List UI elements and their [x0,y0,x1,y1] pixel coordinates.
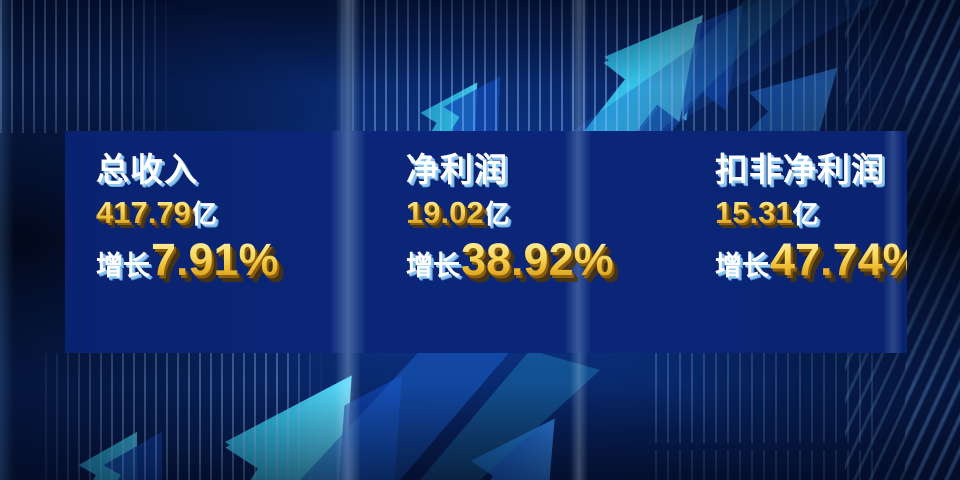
stat-column-non-gaap-net-profit: 扣非净利润 15.31亿 增长 47.74% [696,131,907,353]
panel-light-beam [565,131,591,353]
stat-growth: 增长 38.92% [406,237,696,282]
stat-amount: 15.31亿 [715,197,907,228]
panel-light-beam [330,131,366,353]
stat-growth-label: 增长 [406,251,460,281]
stat-amount: 417.79亿 [96,197,386,228]
stat-title: 扣非净利润 [715,151,885,188]
stat-amount-value: 15.31 [715,195,793,230]
stat-growth: 增长 7.91% [96,237,386,282]
stat-amount: 19.02亿 [406,197,696,228]
stat-growth-percent: 38.92% [461,234,614,285]
stat-growth-percent: 7.91% [151,234,279,285]
panel-light-beam [883,131,903,353]
stat-amount-value: 19.02 [406,195,484,230]
stat-column-net-profit: 净利润 19.02亿 增长 38.92% [386,131,696,353]
stat-amount-unit: 亿 [190,199,217,229]
stat-amount-value: 417.79 [96,195,191,230]
stat-growth-label: 增长 [96,251,150,281]
stat-growth: 增长 47.74% [715,237,907,282]
stat-growth-label: 增长 [715,251,769,281]
stats-panel: 总收入 417.79亿 增长 7.91% 净利润 19.02亿 增长 38.92… [65,131,907,353]
stat-growth-percent: 47.74% [770,237,907,282]
stat-title: 总收入 [96,151,198,188]
stat-title: 净利润 [406,151,508,188]
stat-amount-unit: 亿 [792,199,819,229]
stat-amount-unit: 亿 [483,199,510,229]
stat-column-total-revenue: 总收入 417.79亿 增长 7.91% [65,131,386,353]
stats-columns: 总收入 417.79亿 增长 7.91% 净利润 19.02亿 增长 38.92… [65,131,907,353]
